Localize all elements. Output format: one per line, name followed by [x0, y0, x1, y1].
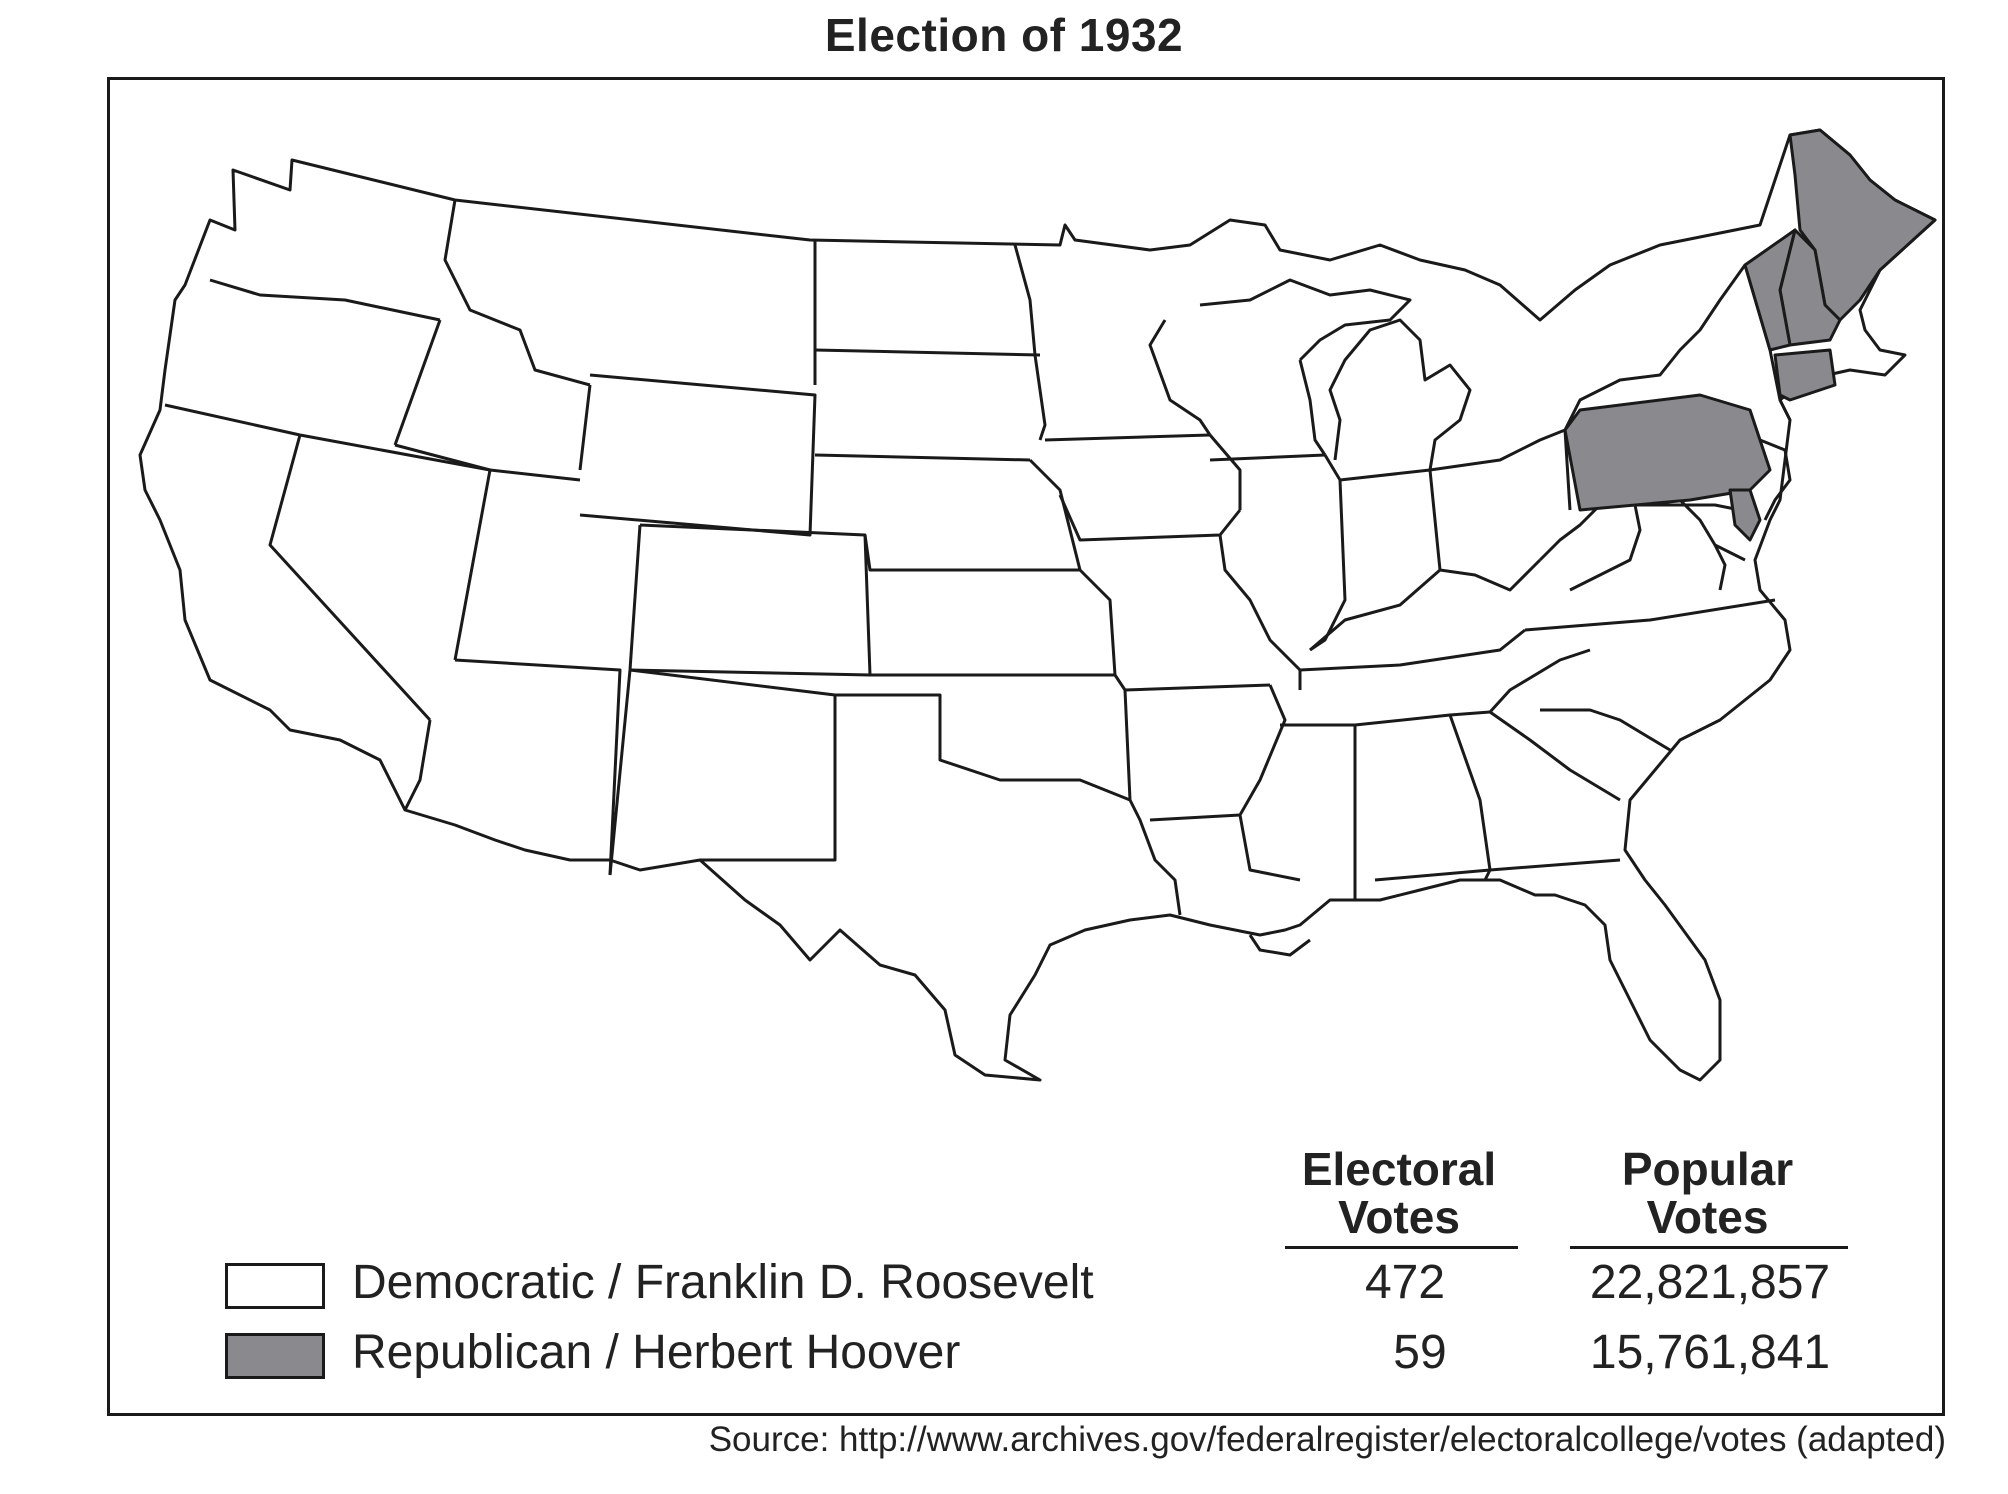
wa-or-border	[209, 278, 441, 322]
legend-label-republican: Republican / Herbert Hoover	[352, 1326, 961, 1379]
nd-sd-border	[814, 348, 1041, 357]
democratic-popular-votes: 22,821,857	[1589, 1256, 1831, 1309]
az-border	[454, 658, 622, 876]
ut-co-border	[628, 524, 642, 671]
mn-ia-border	[1044, 433, 1211, 442]
popular-header-rule	[1570, 1246, 1848, 1249]
oh-east-border	[1429, 428, 1572, 511]
mo-il-border	[1218, 534, 1302, 690]
nm-border	[608, 668, 837, 876]
electoral-votes-header: Electoral Votes	[1280, 1145, 1518, 1241]
lake-michigan-shore	[1298, 359, 1327, 456]
popular-header-line1: Popular	[1621, 1143, 1794, 1195]
wy-border	[579, 373, 817, 537]
ne-ks-border	[863, 534, 1080, 572]
map-title: Election of 1932	[824, 9, 1184, 61]
tn-south-border	[1280, 710, 1491, 727]
state-pennsylvania	[1563, 393, 1772, 512]
tn-nc-border	[1488, 648, 1591, 714]
legend-label-democratic: Democratic / Franklin D. Roosevelt	[352, 1256, 1094, 1309]
popular-votes-header: Popular Votes	[1565, 1145, 1850, 1241]
la-coast-detail	[1248, 934, 1311, 957]
va-nc-border	[1524, 598, 1776, 632]
ky-tn-border	[1299, 628, 1526, 672]
ia-mo-border	[1058, 494, 1242, 542]
electoral-header-line2: Votes	[1338, 1191, 1460, 1243]
nc-sc-border	[1540, 708, 1671, 752]
id-wy-border	[578, 384, 592, 471]
electoral-header-line1: Electoral	[1301, 1143, 1497, 1195]
popular-header-line2: Votes	[1646, 1191, 1769, 1243]
republican-popular-votes: 15,761,841	[1589, 1326, 1831, 1379]
ar-la-border	[1149, 813, 1241, 822]
source-citation: Source: http://www.archives.gov/federalr…	[708, 1420, 1946, 1459]
wi-il-border	[1209, 453, 1326, 462]
ks-mo-border	[1078, 568, 1117, 676]
az-ca-border	[403, 719, 432, 811]
state-connecticut	[1773, 348, 1837, 402]
id-south-border	[394, 443, 581, 482]
al-ga-border	[1448, 714, 1492, 881]
or-ca-border	[164, 403, 301, 437]
us-outline	[138, 128, 1937, 1082]
ny-border	[1563, 264, 1747, 431]
ca-nv-border	[268, 434, 432, 722]
michigan-lower	[1328, 318, 1472, 471]
ga-fl-border	[1374, 858, 1621, 882]
map-frame	[107, 77, 1945, 1416]
nj-border	[1759, 438, 1792, 521]
ga-sc-border	[1489, 710, 1621, 802]
state-vermont	[1743, 228, 1797, 352]
mo-ar-border	[1124, 683, 1271, 692]
chesapeake-detail	[1713, 544, 1727, 591]
co-border	[629, 523, 872, 677]
legend-swatch-democratic	[225, 1263, 325, 1309]
or-id-border	[393, 319, 442, 446]
ok-tx-border	[835, 693, 1131, 802]
mn-wi-border	[1148, 319, 1212, 436]
democratic-electoral-votes: 472	[1364, 1256, 1446, 1309]
state-maine	[1788, 128, 1937, 322]
ia-il-border	[1208, 434, 1242, 510]
tx-la-border	[1128, 799, 1182, 916]
ky-north-border	[1309, 558, 1542, 652]
sd-ne-border	[814, 453, 1031, 462]
electoral-header-rule	[1285, 1246, 1518, 1249]
ne-ia-border	[1028, 458, 1082, 571]
ar-ms-border	[1238, 684, 1301, 882]
id-mt-border	[443, 199, 591, 387]
dakota-mn-border	[1013, 244, 1047, 441]
state-delaware	[1728, 488, 1762, 542]
legend-swatch-republican	[225, 1333, 325, 1379]
michigan-upper	[1199, 278, 1412, 362]
republican-electoral-votes: 59	[1393, 1326, 1447, 1379]
